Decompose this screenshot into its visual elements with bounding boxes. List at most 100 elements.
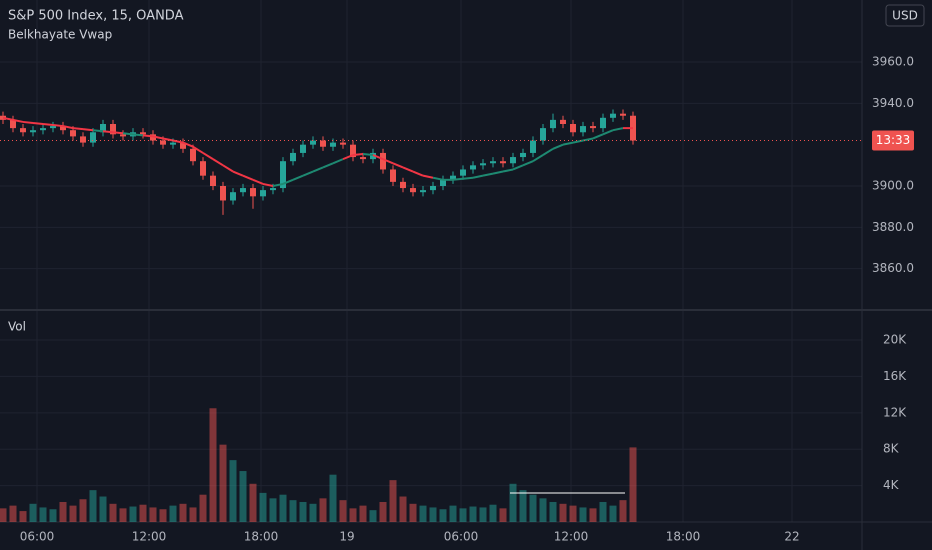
vwap-segment: [102, 130, 114, 134]
volume-bar: [259, 492, 267, 522]
vwap-segment: [452, 177, 464, 181]
volume-bar: [359, 505, 367, 522]
candle-body: [530, 140, 536, 153]
candle-body: [620, 113, 626, 116]
vwap-segment: [572, 139, 584, 144]
volume-bar: [529, 494, 537, 522]
vwap-segment: [192, 145, 204, 154]
vwap-segment: [2, 116, 14, 121]
candle-body: [590, 126, 596, 129]
vwap-segment: [52, 124, 64, 128]
volume-bar: [29, 503, 37, 522]
candle-body: [420, 190, 426, 193]
vwap-segment: [92, 129, 104, 133]
indicator-name: Belkhayate Vwap: [8, 28, 112, 42]
volume-bar: [19, 511, 27, 522]
volume-bar: [439, 509, 447, 522]
volume-bar: [219, 444, 227, 522]
volume-bar: [0, 508, 7, 522]
candle-body: [480, 163, 486, 166]
currency-label[interactable]: USD: [892, 9, 918, 23]
vwap-segment: [562, 141, 574, 146]
candle-body: [430, 186, 436, 191]
volume-bar: [79, 499, 87, 522]
volume-bar: [169, 505, 177, 522]
vwap-segment: [482, 172, 494, 177]
volume-bar: [369, 510, 377, 522]
candle-body: [610, 113, 616, 118]
vwap-segment: [182, 141, 194, 148]
vwap-segment: [292, 174, 304, 181]
vwap-segment: [172, 139, 184, 144]
volume-bar: [69, 505, 77, 522]
candle-body: [10, 119, 16, 129]
candle-body: [150, 134, 156, 141]
vwap-segment: [252, 178, 264, 185]
vwap-segment: [232, 170, 244, 177]
candle-body: [460, 169, 466, 176]
vwap-segment: [592, 133, 604, 140]
volume-bar: [469, 506, 477, 522]
candle-body: [350, 144, 356, 158]
price-tick-label: 3960.0: [872, 55, 914, 69]
candle-body: [290, 152, 296, 162]
vwap-segment: [322, 162, 334, 169]
volume-bar: [179, 503, 187, 522]
candle-body: [570, 124, 576, 133]
candle-body: [80, 136, 86, 143]
candle-body: [220, 186, 226, 201]
candle-body: [510, 157, 516, 164]
vwap-segment: [412, 170, 424, 177]
vwap-segment: [302, 170, 314, 177]
vwap-segment: [272, 182, 284, 187]
candle-body: [560, 119, 566, 124]
volume-bar: [189, 507, 197, 522]
volume-bar: [629, 447, 637, 522]
vwap-segment: [392, 162, 404, 169]
vwap-segment: [402, 166, 414, 173]
volume-bar: [289, 500, 297, 522]
candle-body: [0, 115, 6, 120]
vwap-segment: [32, 121, 44, 125]
volume-tick-label: 12K: [883, 405, 907, 419]
candle-body: [20, 128, 26, 133]
vwap-segment: [122, 132, 134, 136]
vwap-segment: [552, 143, 564, 150]
time-tick-label: 18:00: [244, 530, 279, 544]
currency-button[interactable]: [885, 4, 925, 27]
candle-body: [230, 192, 236, 201]
candle-body: [330, 142, 336, 147]
volume-bar: [39, 507, 47, 522]
time-tick-label: 12:00: [132, 530, 167, 544]
volume-bar: [489, 504, 497, 522]
candle-body: [60, 126, 66, 131]
candle-body: [520, 152, 526, 158]
vwap-segment: [152, 135, 164, 140]
marks: [0, 109, 862, 522]
volume-bar: [379, 501, 387, 522]
time-tick-label: 18:00: [666, 530, 701, 544]
candle-body: [600, 117, 606, 129]
candle-body: [310, 140, 316, 145]
volume-bar: [419, 505, 427, 522]
candle-body: [450, 175, 456, 180]
volume-bar: [49, 509, 57, 522]
time-tick-label: 12:00: [554, 530, 589, 544]
vwap-segment: [212, 158, 224, 167]
time-tick-label: 19: [339, 530, 354, 544]
price-tick-label: 3900.0: [872, 179, 914, 193]
volume-bar: [239, 471, 247, 522]
volume-bar: [619, 500, 627, 522]
volume-bar: [569, 505, 577, 522]
volume-bar: [559, 503, 567, 522]
candle-body: [380, 152, 386, 170]
volume-bar: [129, 506, 137, 522]
candle-body: [250, 188, 256, 197]
volume-bar: [299, 501, 307, 522]
vwap-segment: [42, 123, 54, 127]
vwap-segment: [522, 160, 534, 167]
candle-body: [390, 169, 396, 182]
chart-title: S&P 500 Index, 15, OANDA: [8, 9, 184, 24]
